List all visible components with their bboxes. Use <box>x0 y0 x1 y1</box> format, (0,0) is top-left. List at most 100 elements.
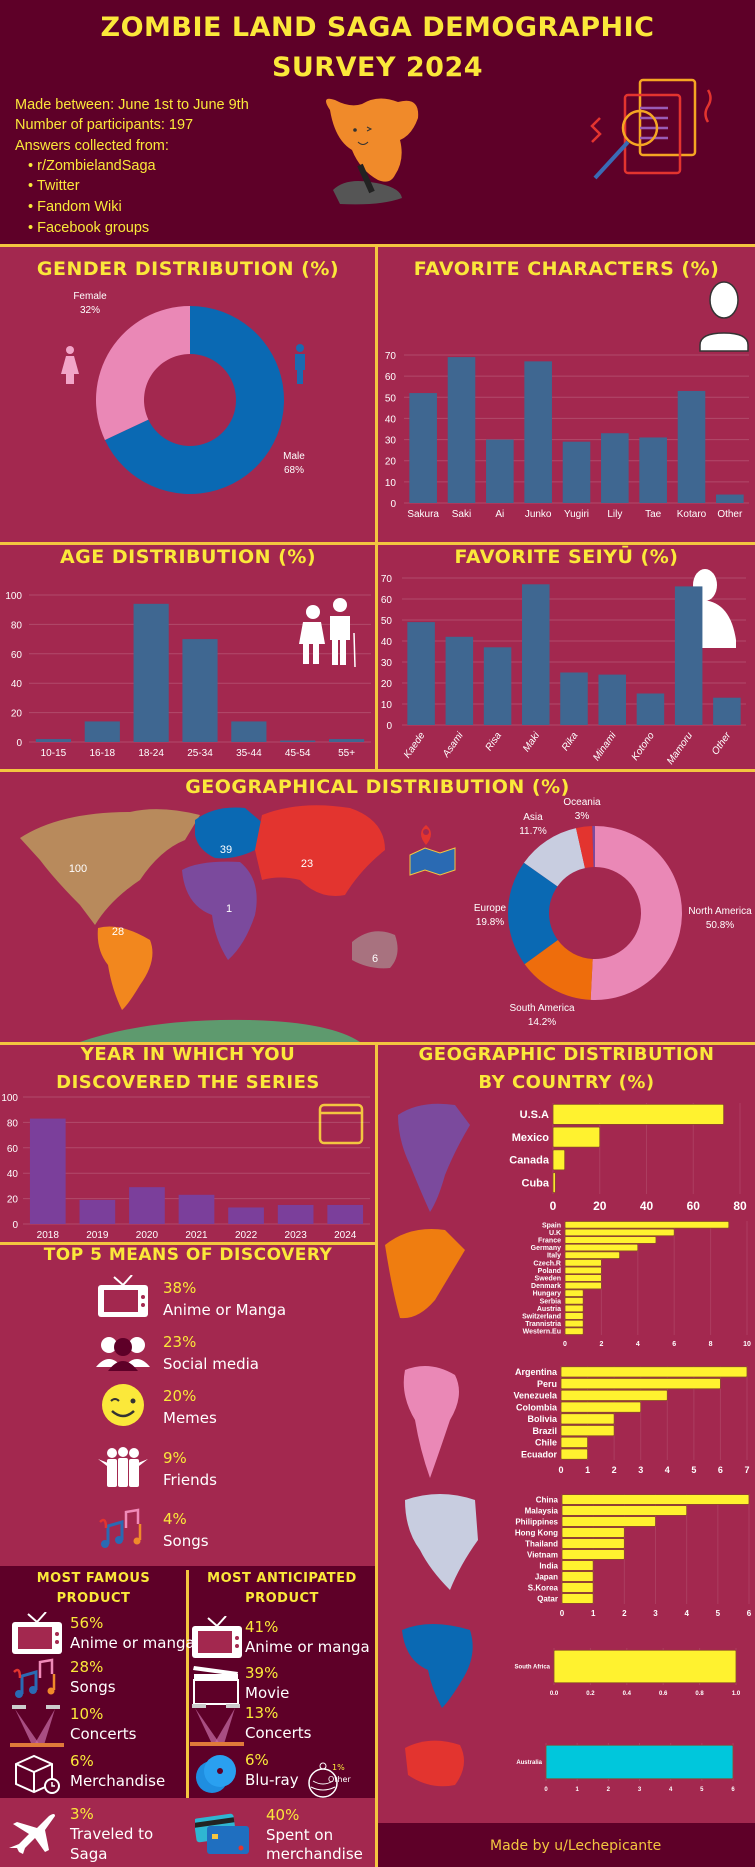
x-tick-label: 55+ <box>338 748 355 759</box>
bar-Thailand <box>561 1538 625 1549</box>
bar-Argentina <box>560 1366 748 1378</box>
y-tick-label: Ecuador <box>521 1449 558 1459</box>
slice-value: 3% <box>575 811 590 822</box>
bar-2019 <box>79 1199 116 1224</box>
y-tick-label: 100 <box>1 1093 18 1104</box>
item-pct: 56% <box>70 1614 104 1632</box>
famous-title-line2: PRODUCT <box>56 1591 131 1606</box>
male-icon <box>295 344 305 384</box>
source-label: Fandom Wiki <box>37 199 122 215</box>
bar-Germany <box>564 1243 639 1252</box>
bar-2018 <box>29 1118 66 1224</box>
y-tick-label: 80 <box>11 620 23 631</box>
bar-India <box>561 1560 594 1571</box>
y-tick-label: South Africa <box>515 1665 551 1671</box>
bar-Mexico <box>552 1126 601 1148</box>
bar-10-15 <box>35 739 72 742</box>
item-label: Concerts <box>245 1724 312 1742</box>
slice-value: 32% <box>80 305 100 316</box>
stage-lights-icon <box>190 1704 244 1746</box>
bar-France <box>564 1236 657 1244</box>
south-america-map <box>403 1366 459 1478</box>
north-america-map <box>398 1103 470 1212</box>
female-icon <box>61 346 79 384</box>
bar-Rika <box>560 672 588 725</box>
bar-Venezuela <box>560 1389 668 1401</box>
x-tick-label: Junko <box>525 509 552 520</box>
bar-2022 <box>228 1207 264 1224</box>
slice-name: South America <box>509 1003 574 1014</box>
y-tick-label: U.S.A <box>520 1109 549 1121</box>
bar-Yugiri <box>562 441 591 503</box>
year-title-line1: YEAR IN WHICH YOU <box>80 1044 296 1065</box>
x-tick-label: 2022 <box>235 1230 258 1241</box>
x-tick-label: 3 <box>638 1465 643 1475</box>
x-tick-label: Sakura <box>407 509 439 520</box>
x-tick-label: 10-15 <box>41 748 67 759</box>
ornament-icon <box>308 1762 338 1798</box>
x-tick-label: Ai <box>495 509 504 520</box>
bar-Ecuador <box>560 1448 588 1460</box>
y-tick-label: 30 <box>385 436 397 447</box>
world-map: 100 28 39 23 1 6 <box>20 805 398 1042</box>
credit: Made by u/Lechepicante <box>490 1838 662 1854</box>
slice-South America <box>524 940 593 1000</box>
item-label: Anime or manga <box>245 1638 370 1656</box>
bar-35-44 <box>231 721 267 742</box>
map-region-North America <box>20 809 200 925</box>
credit-cards-icon <box>195 1813 249 1854</box>
gender-title: GENDER DISTRIBUTION (%) <box>36 258 340 280</box>
bar-Hungary <box>564 1289 584 1297</box>
slice-value: 14.2% <box>528 1017 556 1028</box>
x-tick-label: 2 <box>607 1787 611 1793</box>
document-search-icon <box>590 78 712 180</box>
person-outline-icon <box>699 281 749 352</box>
y-tick-label: Canada <box>509 1155 550 1167</box>
slice-Female <box>95 306 190 441</box>
europe-map <box>385 1229 465 1319</box>
y-tick-label: Argentina <box>515 1367 558 1377</box>
bar-Czech.R <box>564 1259 602 1267</box>
x-tick-label: 5 <box>691 1465 696 1475</box>
footer-panel <box>376 1823 755 1867</box>
item-label: Movie <box>245 1684 290 1702</box>
y-tick-label: Sweden <box>535 1275 561 1282</box>
y-tick-label: 0 <box>386 721 392 732</box>
source-item: • Fandom Wiki <box>28 199 122 215</box>
map-region-value: 23 <box>301 858 313 870</box>
y-tick-label: 20 <box>11 709 23 720</box>
y-tick-label: Italy <box>547 1253 561 1260</box>
bar-2023 <box>277 1204 314 1224</box>
tv-icon <box>98 1275 148 1317</box>
x-tick-label: Mamoru <box>665 730 695 767</box>
winking-face-icon <box>102 1384 144 1426</box>
country-title-line1: GEOGRAPHIC DISTRIBUTION <box>418 1044 715 1065</box>
package-icon <box>15 1754 60 1794</box>
gender-donut: Male 68% Female 32% <box>73 291 305 495</box>
slice-Oceania <box>576 826 594 869</box>
country_asia-chart: 0 1 2 3 4 5 6 China Malaysia Philippines Hong Kong… <box>515 1494 752 1618</box>
y-tick-label: Czech.R <box>533 1260 561 1267</box>
x-tick-label: 2024 <box>334 1230 357 1241</box>
seiyu-title: FAVORITE SEIYŪ (%) <box>454 546 679 568</box>
x-tick-label: 4 <box>684 1609 689 1618</box>
y-tick-label: 0 <box>12 1220 18 1231</box>
x-tick-label: 1 <box>585 1465 590 1475</box>
bar-2020 <box>129 1187 165 1224</box>
bar-Colombia <box>560 1401 642 1413</box>
y-tick-label: Brazil <box>532 1426 557 1436</box>
tv-icon <box>192 1616 242 1658</box>
x-tick-label: 0 <box>550 1199 557 1213</box>
bar-Kaede <box>407 622 435 725</box>
x-tick-label: 0.4 <box>623 1691 632 1697</box>
bar-Peru <box>560 1378 721 1390</box>
x-tick-label: 2018 <box>37 1230 60 1241</box>
age-chart: 0 20 40 60 80 100 10-15 16-18 18-24 25-34 35-44 45-… <box>5 591 371 759</box>
slice-name: Oceania <box>563 797 601 808</box>
spent-line1: Spent on <box>266 1826 334 1844</box>
x-tick-label: Asami <box>440 730 466 761</box>
map-region-South America <box>97 926 153 1010</box>
y-tick-label: 100 <box>5 591 22 602</box>
